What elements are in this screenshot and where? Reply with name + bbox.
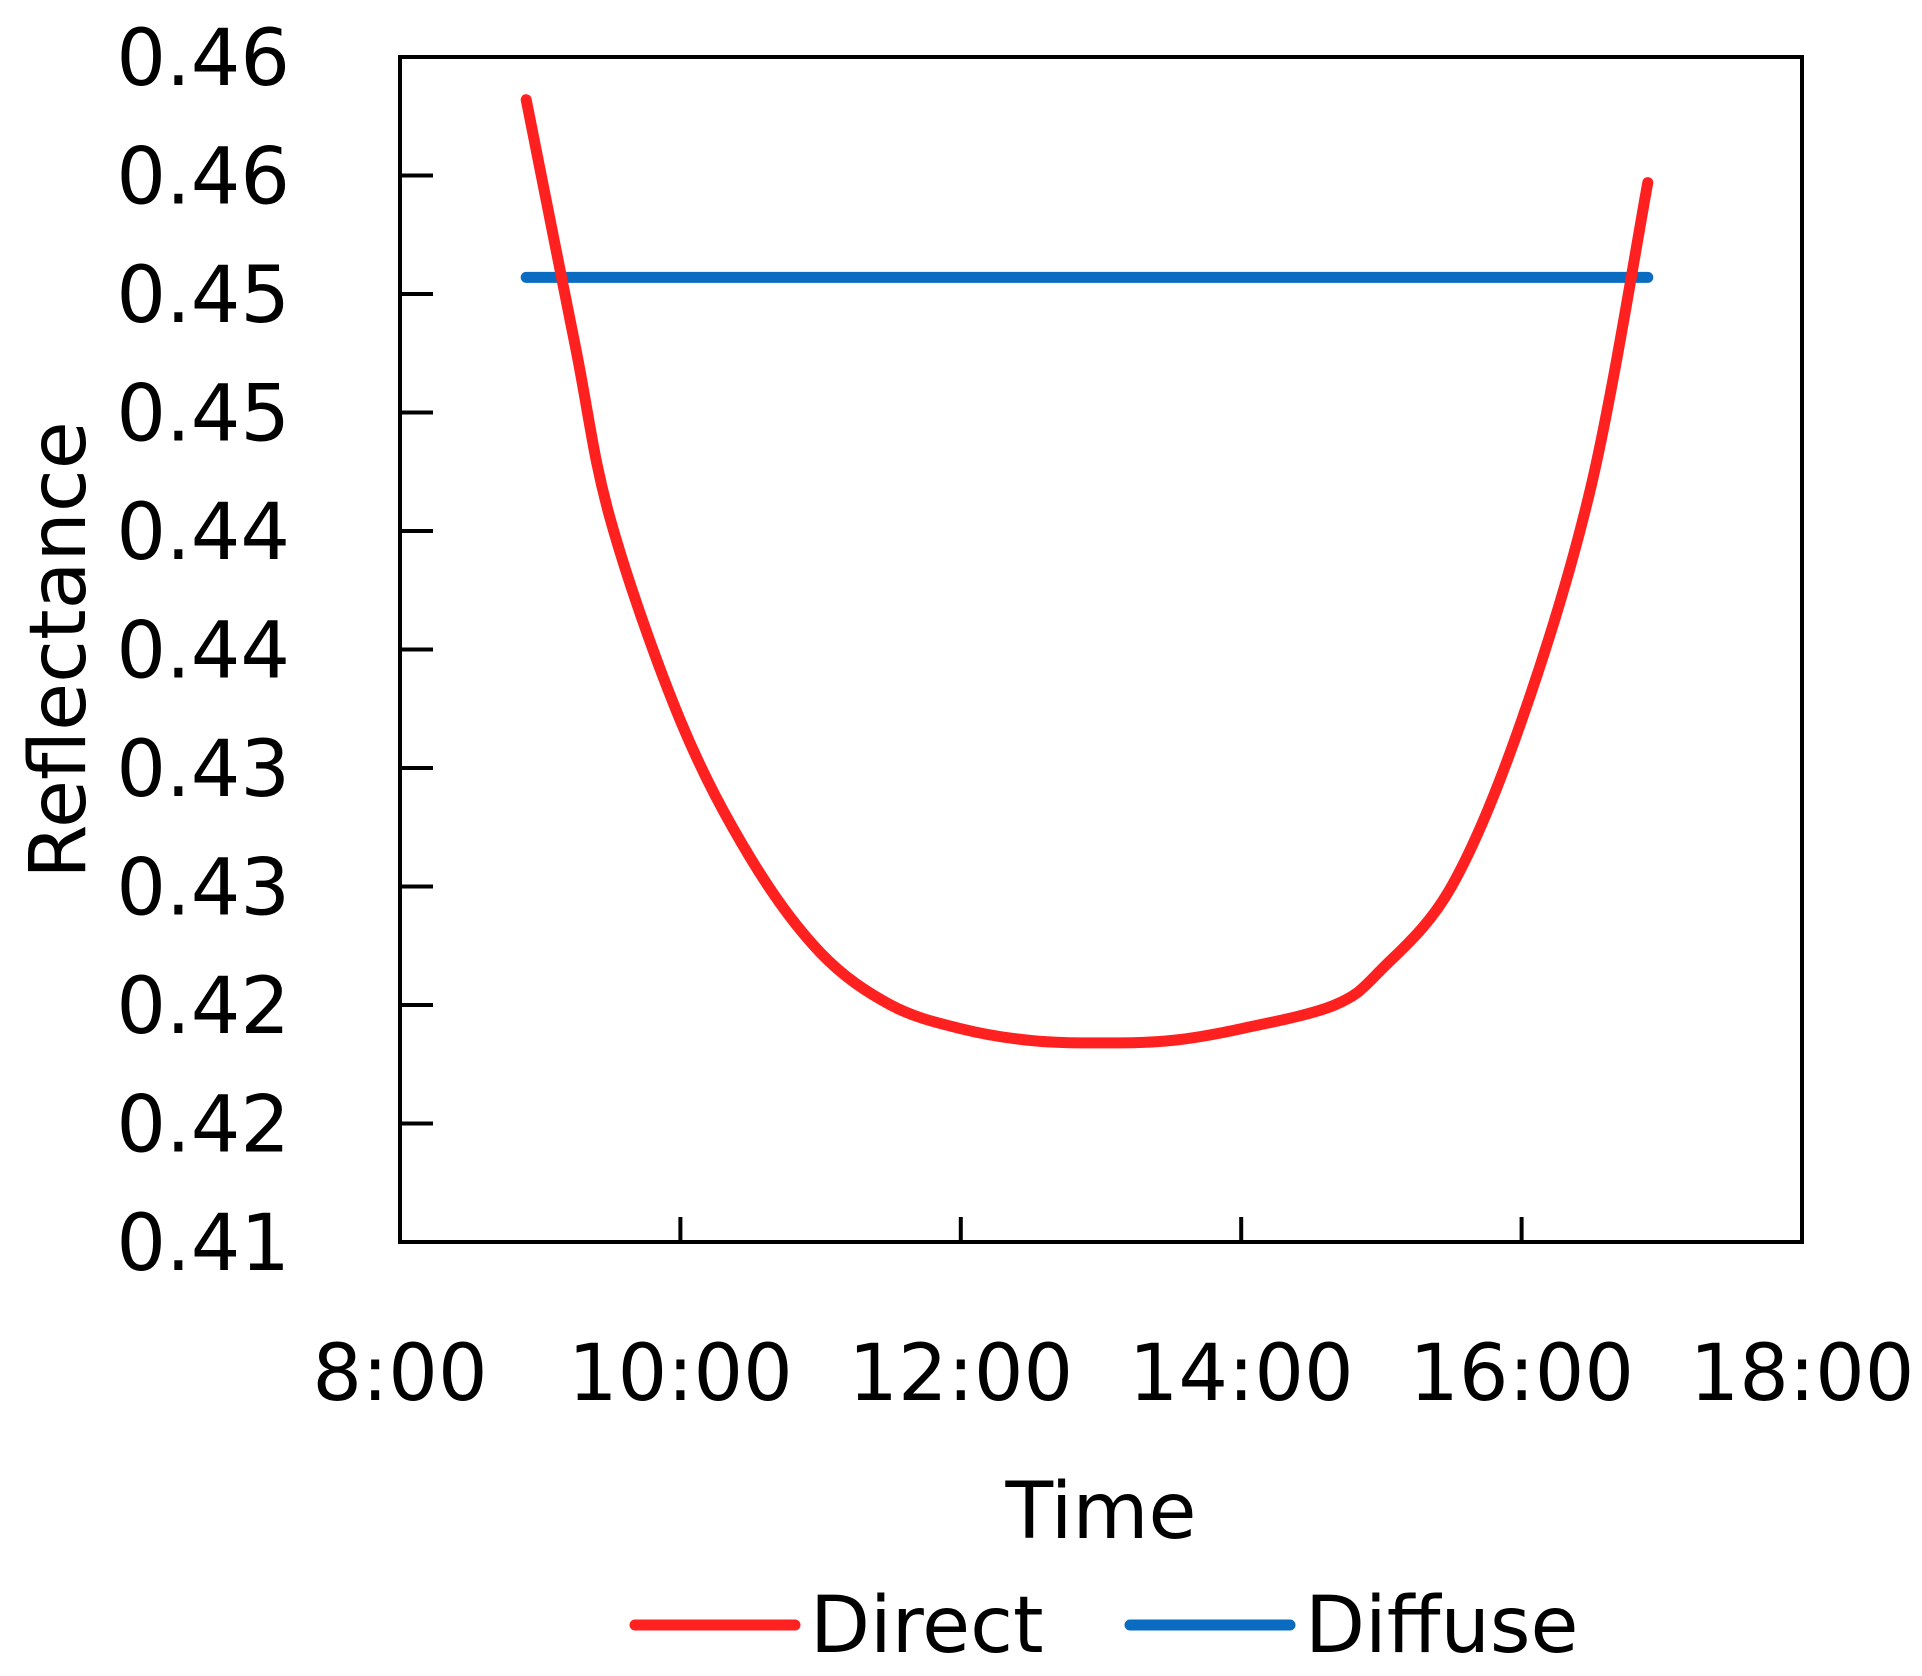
legend-label-diffuse: Diffuse [1305,1581,1579,1671]
legend-label-direct: Direct [810,1581,1044,1671]
x-tick-label: 14:00 [1129,1329,1354,1419]
x-axis-title: Time [1005,1467,1197,1557]
y-tick-label: 0.43 [116,844,290,934]
y-tick-label: 0.46 [116,14,290,104]
x-axis-ticks: 8:00 10:00 12:00 14:00 16:00 18:00 [312,1217,1914,1419]
y-tick-label: 0.45 [116,251,290,341]
y-tick-label: 0.41 [116,1199,290,1289]
plot-area [398,55,1804,1244]
y-tick-label: 0.42 [116,1081,290,1171]
y-tick-label: 0.42 [116,962,290,1052]
y-tick-label: 0.44 [116,488,290,578]
y-tick-label: 0.45 [116,370,290,460]
y-tick-label: 0.44 [116,607,290,697]
y-tick-label: 0.46 [116,133,290,223]
y-axis-title: Reflectance [14,421,104,878]
x-tick-label: 8:00 [312,1329,487,1419]
y-tick-label: 0.43 [116,725,290,815]
x-tick-label: 10:00 [568,1329,793,1419]
series-line-direct [520,94,1654,1049]
series-layer [520,94,1654,1049]
x-tick-label: 16:00 [1409,1329,1634,1419]
legend: Direct Diffuse [629,1581,1579,1671]
y-axis-ticks: 0.41 0.42 0.42 0.43 0.43 0.44 0.44 0.45 0.45 0.46… [116,14,433,1289]
x-tick-label: 18:00 [1690,1329,1915,1419]
x-tick-label: 12:00 [848,1329,1073,1419]
